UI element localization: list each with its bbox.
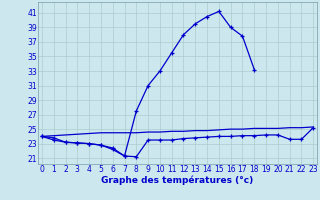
X-axis label: Graphe des températures (°c): Graphe des températures (°c) — [101, 176, 254, 185]
